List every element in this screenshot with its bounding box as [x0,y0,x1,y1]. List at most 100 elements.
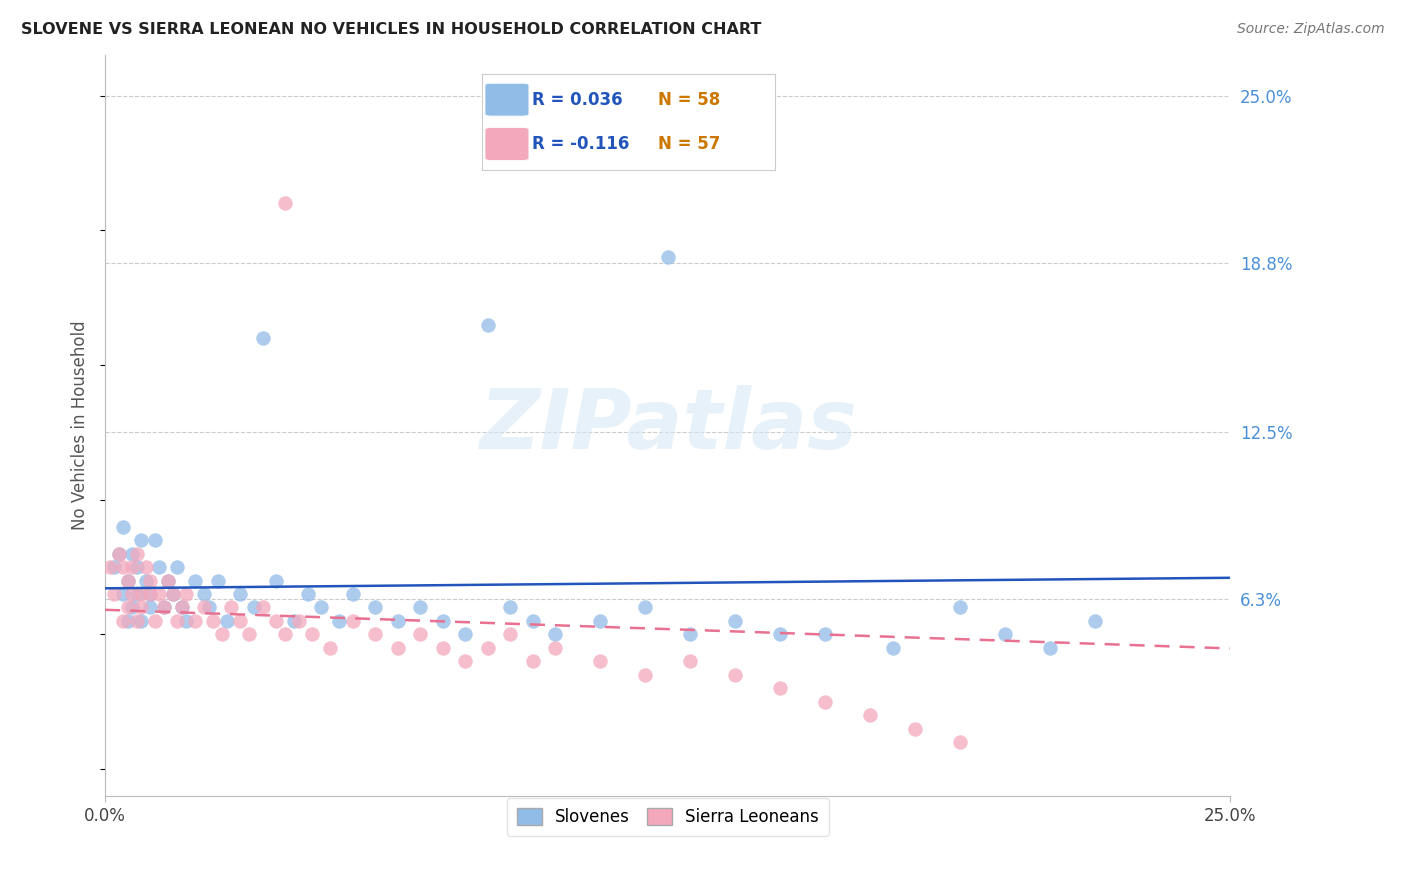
Point [148,587,170,601]
Point [589,614,612,628]
Point [157,574,180,588]
Point [117,574,139,588]
Point [112,560,135,574]
Point [166,560,188,574]
Point [193,600,215,615]
Text: SLOVENE VS SIERRA LEONEAN NO VEHICLES IN HOUSEHOLD CORRELATION CHART: SLOVENE VS SIERRA LEONEAN NO VEHICLES IN… [21,22,762,37]
Point [634,600,657,615]
Point [170,600,193,615]
Point [724,614,747,628]
Point [477,640,499,655]
Point [139,600,162,615]
Point [121,600,143,615]
Point [135,574,157,588]
Point [387,640,409,655]
Point [679,654,702,668]
Point [499,600,522,615]
Point [252,600,274,615]
Point [409,600,432,615]
Point [121,560,143,574]
Point [139,587,162,601]
Y-axis label: No Vehicles in Household: No Vehicles in Household [72,321,89,531]
Point [197,600,219,615]
Point [166,614,188,628]
Point [107,547,129,561]
Point [103,560,125,574]
Point [949,735,972,749]
Point [174,614,197,628]
Point [342,587,364,601]
Point [211,627,233,641]
Point [432,640,454,655]
Point [121,587,143,601]
Point [342,614,364,628]
Point [882,640,904,655]
Point [174,587,197,601]
Point [143,614,166,628]
Point [184,574,207,588]
Point [264,614,287,628]
Point [769,627,792,641]
Point [454,627,477,641]
Point [152,600,174,615]
Point [814,627,837,641]
Point [125,547,148,561]
Point [1084,614,1107,628]
Point [724,668,747,682]
Point [432,614,454,628]
Point [904,722,927,736]
Point [148,560,170,574]
Point [994,627,1017,641]
Point [454,654,477,668]
Point [238,627,260,641]
Point [107,547,129,561]
Point [129,614,152,628]
Point [125,614,148,628]
Point [409,627,432,641]
Point [125,587,148,601]
Point [477,318,499,332]
Point [328,614,350,628]
Point [117,574,139,588]
Point [297,587,319,601]
Point [152,600,174,615]
Point [634,668,657,682]
Point [129,600,152,615]
Point [193,587,215,601]
Point [679,627,702,641]
Point [364,627,387,641]
Point [522,614,544,628]
Point [544,640,567,655]
Point [229,614,252,628]
Point [125,560,148,574]
Point [202,614,225,628]
Point [139,587,162,601]
Point [170,600,193,615]
Legend: Slovenes, Sierra Leoneans: Slovenes, Sierra Leoneans [506,797,828,836]
Point [98,560,121,574]
Point [319,640,342,655]
Point [274,627,297,641]
Point [162,587,184,601]
Point [184,614,207,628]
Point [769,681,792,696]
Point [499,627,522,641]
Point [301,627,323,641]
Point [215,614,238,628]
Point [1039,640,1062,655]
Point [274,196,297,211]
Point [283,614,305,628]
Point [129,587,152,601]
Point [121,547,143,561]
Point [139,574,162,588]
Point [157,574,180,588]
Point [103,587,125,601]
Point [522,654,544,668]
Point [814,695,837,709]
Point [589,654,612,668]
Point [112,587,135,601]
Point [657,250,679,264]
Point [112,519,135,533]
Text: Source: ZipAtlas.com: Source: ZipAtlas.com [1237,22,1385,37]
Point [264,574,287,588]
